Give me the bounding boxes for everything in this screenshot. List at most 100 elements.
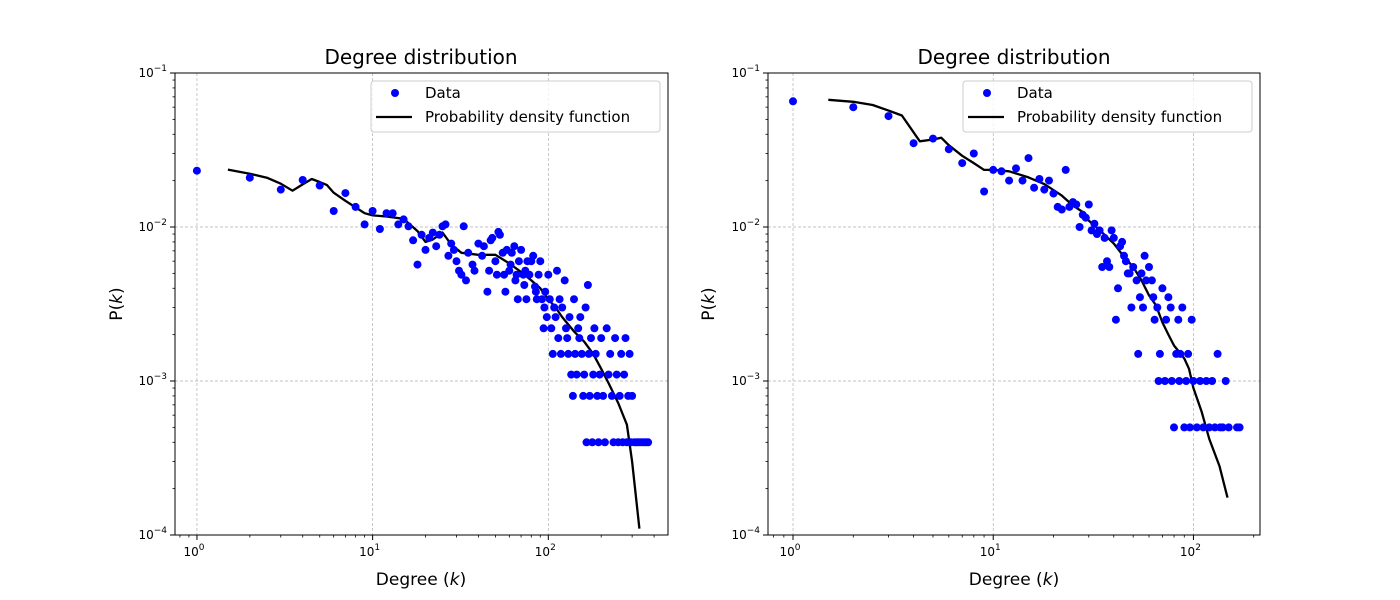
data-point [1189,377,1198,385]
data-point [1174,315,1183,324]
data-point [560,276,569,285]
data-point [1057,205,1066,214]
legend-marker-data [983,89,991,97]
data-point [1175,377,1184,385]
y-tick-label: 10−2 [138,218,167,234]
data-point [514,257,523,266]
data-point [554,334,563,343]
data-point [1178,303,1187,312]
data-point [444,251,453,260]
legend-label-data: Data [1017,84,1053,102]
chart-title: Degree distribution [917,45,1110,69]
data-point [1127,303,1136,312]
data-point [1145,263,1153,271]
x-tick-label: 100 [183,543,204,559]
legend-box [962,80,1253,133]
data-point [944,145,953,154]
data-point [1162,315,1171,324]
data-point [604,370,613,379]
data-point [545,295,554,304]
pdf-line [227,168,641,529]
data-point [1184,349,1193,358]
x-tick-label: 101 [980,543,1001,559]
data-point [558,303,567,312]
y-axis-label: P(k) [107,287,127,320]
data-point [551,313,560,322]
data-point [590,324,599,333]
data-point [1164,293,1173,302]
data-point [447,239,456,248]
data-point [580,370,589,379]
y-tick-label: 10−3 [138,372,167,388]
data-point [506,260,515,269]
data-point [1235,423,1244,432]
x-tick-label: 101 [359,543,380,559]
data-point [1135,293,1144,302]
data-point [485,266,494,275]
data-point [1185,423,1194,432]
data-point [1075,223,1084,231]
data-point [457,270,466,279]
data-point [441,220,450,229]
x-tick-label: 102 [535,543,556,559]
data-point [399,215,408,224]
data-point [589,370,598,379]
data-point [555,295,564,304]
data-point [587,334,595,343]
data-point [556,349,565,358]
data-point [1199,423,1208,432]
data-point [531,287,540,296]
data-point [404,222,413,231]
data-point [468,260,477,269]
data-point [1018,176,1027,185]
data-point [1218,423,1227,432]
data-point [1192,423,1201,432]
data-point [789,97,797,106]
data-point [884,112,893,121]
data-point [1149,293,1158,302]
data-point [1137,269,1146,278]
data-point [488,233,497,242]
data-point [505,266,514,275]
data-point [599,391,608,400]
data-point [958,159,967,168]
data-point [421,245,430,254]
data-point [1118,237,1127,246]
data-point [1142,276,1151,285]
data-point [388,209,397,218]
pdf-line-series [227,168,641,529]
data-point [1180,423,1189,432]
legend-marker-data [391,89,399,97]
data-point [1040,185,1049,194]
data-point [449,245,458,254]
data-point [529,251,538,260]
data-point [565,313,574,322]
data-point [602,324,611,333]
y-tick-label: 10−1 [138,64,167,80]
data-point [611,334,620,343]
data-point [435,230,444,239]
data-point [1005,176,1014,185]
data-point [1024,154,1033,163]
legend-label-pdf: Probability density function [425,108,630,126]
data-point [492,270,501,279]
data-point [969,149,978,158]
data-point [491,257,500,266]
y-axis-label: P(k) [699,287,719,320]
data-point [909,139,918,148]
data-point [1035,175,1044,183]
data-point [582,438,591,447]
data-point [1098,263,1107,271]
data-point [517,245,526,254]
data-point [989,165,998,174]
data-point [1147,276,1156,285]
data-point [368,207,377,215]
data-point [329,207,338,215]
data-point [1109,233,1118,242]
y-tick-label: 10−4 [731,526,760,542]
data-point [544,270,553,279]
data-point [1084,200,1093,209]
data-point [575,334,584,343]
data-point [394,220,403,229]
